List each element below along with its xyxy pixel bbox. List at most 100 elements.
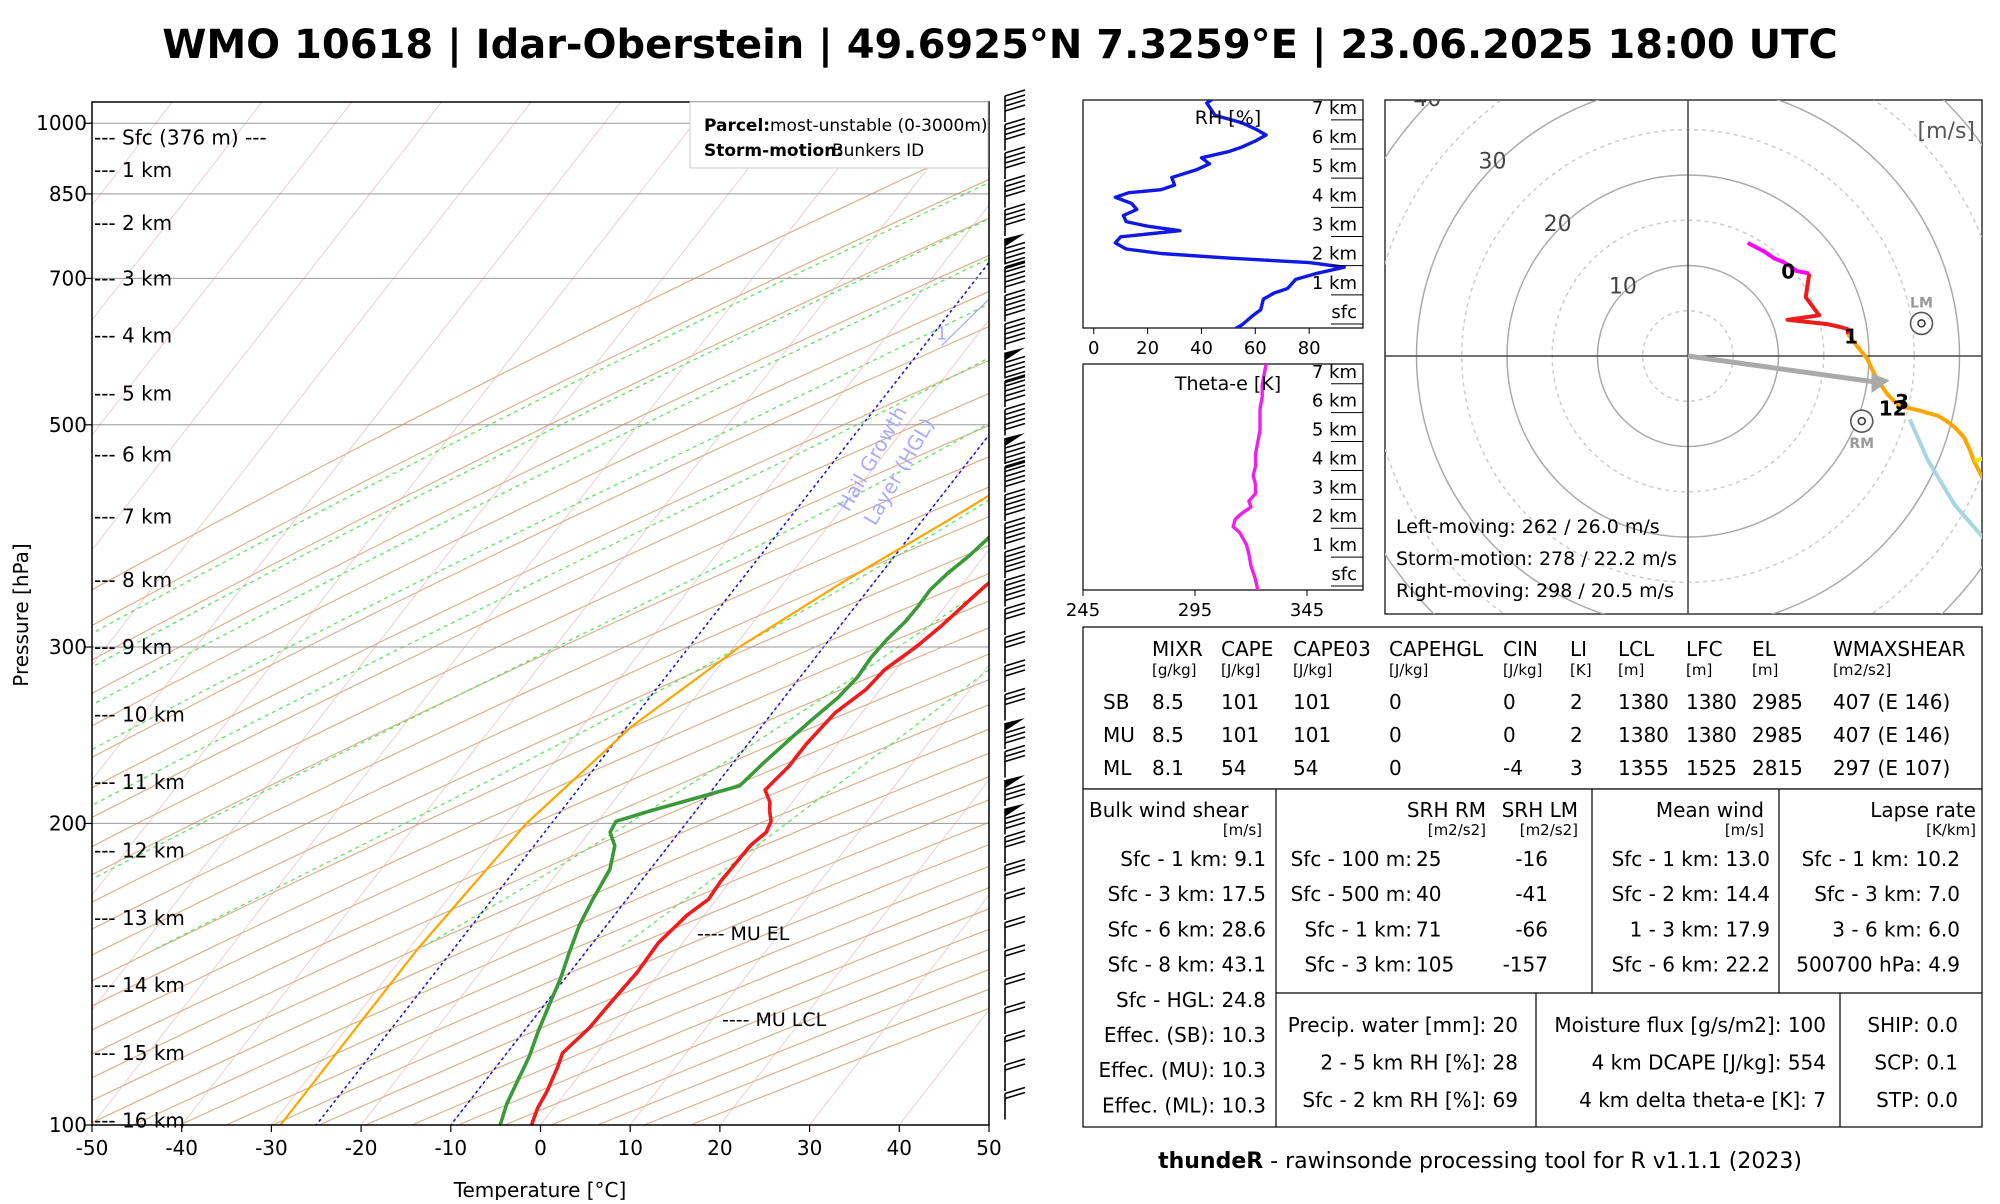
wind-barb — [1005, 689, 1025, 721]
panel-x-tick: 345 — [1290, 600, 1324, 621]
skewt-legend: Parcel: most-unstable (0-3000m) Storm-mo… — [690, 102, 988, 168]
height-label: --- 15 km — [94, 1041, 185, 1065]
indices-cell: 1380 — [1618, 723, 1669, 747]
height-label: --- 4 km — [94, 323, 172, 347]
indices-header: CAPEHGL — [1389, 637, 1484, 661]
panel-x-tick: 40 — [1190, 338, 1213, 359]
indices-header: LCL — [1618, 637, 1655, 661]
srh-row-label: Sfc - 500 m: — [1291, 882, 1412, 906]
panel-height-label: 2 km — [1312, 506, 1357, 527]
wind-barb — [1005, 318, 1025, 350]
indices-header: LFC — [1686, 637, 1723, 661]
indices-cell: 101 — [1221, 723, 1259, 747]
mean-wind-item: Sfc - 6 km: 22.2 — [1612, 953, 1770, 977]
hodograph-height-label: 12 — [1879, 396, 1907, 420]
skewt-ylabel: Pressure [hPa] — [9, 543, 33, 686]
composite-item: SHIP: 0.0 — [1867, 1013, 1958, 1037]
legend-parcel-value: most-unstable (0-3000m) — [770, 116, 988, 136]
indices-header: EL — [1752, 637, 1777, 661]
mu-lcl-label: ---- MU LCL — [722, 1009, 827, 1031]
indices-header: WMAXSHEAR — [1833, 637, 1965, 661]
wind-barb — [1005, 176, 1025, 208]
moisture-item: Precip. water [mm]: 20 — [1288, 1013, 1518, 1037]
indices-cell: 3 — [1570, 756, 1583, 780]
x-tick-label: 20 — [707, 1136, 732, 1160]
wind-barb — [1005, 147, 1025, 179]
srh-row-label: Sfc - 100 m: — [1291, 847, 1412, 871]
x-tick-label: -40 — [165, 1136, 198, 1160]
p-tick-label: 1000 — [36, 111, 87, 135]
x-tick-label: -50 — [76, 1136, 109, 1160]
skewt-xlabel: Temperature [°C] — [453, 1178, 627, 1200]
wind-barb — [1005, 831, 1025, 863]
isotherm — [182, 102, 980, 1125]
x-tick-label: 40 — [887, 1136, 912, 1160]
composite-item: STP: 0.0 — [1876, 1088, 1958, 1112]
height-label: --- 1 km — [94, 158, 172, 182]
srh-row-label: Sfc - 3 km: — [1304, 953, 1412, 977]
p-tick-label: 700 — [49, 266, 87, 290]
indices-cell: 1355 — [1618, 756, 1669, 780]
x-tick-label: 0 — [534, 1136, 547, 1160]
srh-lm-value: -66 — [1515, 917, 1548, 941]
mixing-ratio-label: 1 — [936, 323, 947, 344]
wind-barb — [1005, 575, 1025, 607]
indices-unit: [m] — [1686, 661, 1712, 679]
mean-wind-unit: [m/s] — [1725, 821, 1764, 839]
wind-barb — [1005, 1002, 1025, 1034]
x-tick-label: -30 — [255, 1136, 288, 1160]
mean-wind-item: Sfc - 1 km: 13.0 — [1612, 847, 1770, 871]
panel-height-label: 3 km — [1312, 215, 1357, 236]
indices-cell: 8.5 — [1152, 690, 1184, 714]
indices-cell: 2985 — [1752, 690, 1803, 714]
wind-barb — [1005, 718, 1025, 749]
srh-rm-unit: [m2/s2] — [1428, 821, 1486, 839]
p-tick-label: 300 — [49, 635, 87, 659]
mean-wind-item: Sfc - 2 km: 14.4 — [1612, 882, 1770, 906]
indices-cell: 2 — [1570, 690, 1583, 714]
isotherm — [0, 102, 352, 1125]
srh-lm-value: -41 — [1515, 882, 1548, 906]
indices-header: CAPE — [1221, 637, 1273, 661]
hodograph-ring-label: 30 — [1479, 150, 1507, 175]
wind-barb — [1005, 888, 1025, 920]
hodograph-height-label: 1 — [1844, 324, 1858, 348]
height-label: --- 7 km — [94, 504, 172, 528]
x-tick-label: 50 — [976, 1136, 1001, 1160]
indices-unit: [m] — [1618, 661, 1644, 679]
indices-cell: 101 — [1221, 690, 1259, 714]
theta-e-title: Theta-e [K] — [1174, 373, 1281, 395]
indices-cell: 0 — [1503, 723, 1516, 747]
indices-unit: [J/kg] — [1221, 661, 1260, 679]
footer-rest: - rawinsonde processing tool for R v1.1.… — [1263, 1149, 1802, 1174]
indices-cell: 54 — [1221, 756, 1246, 780]
bulk-shear-item: Effec. (SB): 10.3 — [1104, 1023, 1266, 1047]
height-label: --- 6 km — [94, 442, 172, 466]
indices-cell: 8.5 — [1152, 723, 1184, 747]
height-label: --- 14 km — [94, 973, 185, 997]
indices-row-label: ML — [1103, 756, 1132, 780]
indices-unit: [m2/s2] — [1833, 661, 1891, 679]
height-label: --- Sfc (376 m) --- — [94, 125, 267, 149]
skewt-frame — [92, 102, 989, 1125]
bulk-shear-title: Bulk wind shear — [1089, 798, 1249, 822]
moisture-item: 2 - 5 km RH [%]: 28 — [1320, 1051, 1518, 1075]
indices-cell: 1525 — [1686, 756, 1737, 780]
srh-rm-value: 105 — [1416, 953, 1454, 977]
hodograph-unit: [m/s] — [1918, 119, 1975, 144]
lapse-rate-item: Sfc - 3 km: 7.0 — [1814, 882, 1960, 906]
panel-height-label: 6 km — [1312, 391, 1357, 412]
wind-barb — [1005, 546, 1025, 578]
indices-cell: 2815 — [1752, 756, 1803, 780]
p-tick-label: 500 — [49, 413, 87, 437]
wind-barb — [1005, 90, 1025, 122]
bulk-shear-item: Sfc - 3 km: 17.5 — [1108, 882, 1266, 906]
panel-height-label: 3 km — [1312, 477, 1357, 498]
isotherm — [0, 102, 711, 1125]
srh-row-label: Sfc - 1 km: — [1304, 917, 1412, 941]
wind-barb — [1005, 489, 1025, 521]
flux-item: Moisture flux [g/s/m2]: 100 — [1554, 1013, 1826, 1037]
